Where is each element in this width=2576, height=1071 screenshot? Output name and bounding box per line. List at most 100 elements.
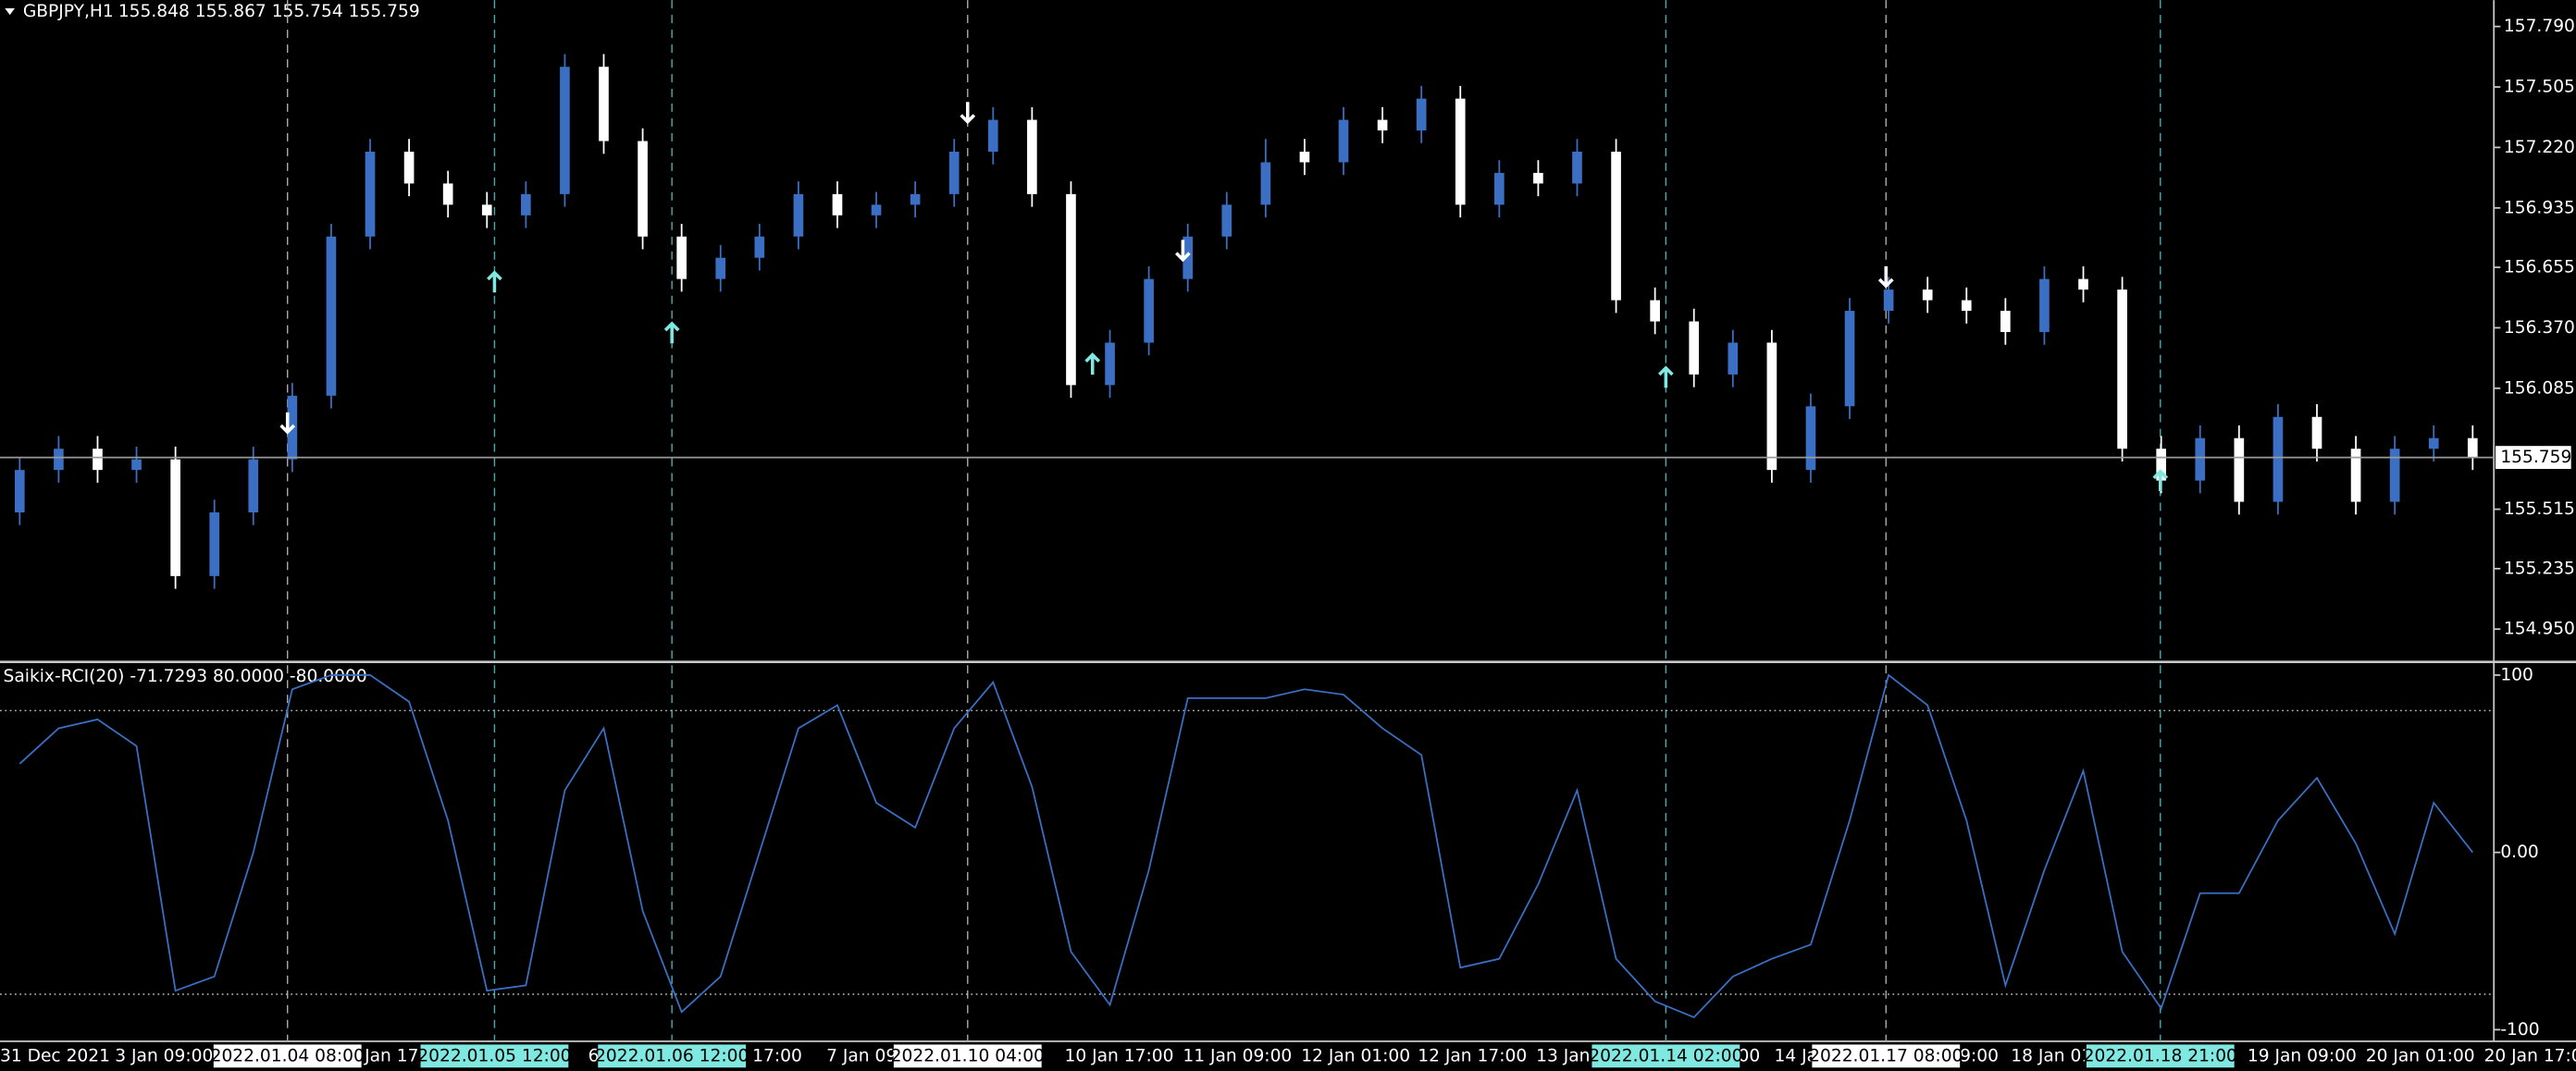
candle-body [1650,300,1660,322]
candle-body [560,67,570,194]
candle-body [1299,151,1310,163]
candle-body [2117,289,2127,449]
candle-body [14,470,25,513]
candle-body [93,449,103,471]
candle-body [2389,449,2400,502]
candle-body [1338,119,1349,163]
candle-body [1533,172,1543,184]
signal-time-label: 2022.01.17 08:00 [1809,1046,1963,1065]
x-tick-label: 7 Jan 09 [826,1046,897,1065]
candle-body [209,512,220,576]
signal-time-box [2086,1044,2235,1068]
y-tick-label: 155.235 [2504,559,2575,578]
signal-time-box [213,1044,362,1068]
signal-time-box [1812,1044,1961,1068]
candle-body [131,459,142,471]
candle-body [871,204,882,215]
candle-body [1689,321,1700,375]
rci-line [19,673,2474,1018]
x-tick-label: 17:00 [752,1046,802,1065]
signal-time-tag: 2022.01.04 08:00 [211,1044,365,1068]
candle-body [1494,172,1505,205]
y-tick-label: 157.790 [2504,17,2575,36]
x-tick-label: 13 Jan [1536,1046,1590,1065]
candle-body [365,151,376,237]
current-price-label: 155.759 [2500,448,2571,467]
signal-time-tag: 2022.01.05 12:00 [417,1044,572,1068]
candle-body [1105,342,1115,386]
candle-body [54,449,64,471]
candle-body [1455,98,1466,205]
current-price-box [2496,446,2571,470]
y-tick-label: 154.950 [2504,620,2575,639]
candle-body [2273,416,2284,502]
candle-body [1883,289,1894,312]
candle-body [481,204,492,215]
candle-body [1611,151,1621,301]
candle-body [2039,278,2050,333]
candle-body [1766,342,1777,471]
y-tick-label: -100 [2500,1020,2539,1040]
x-tick-label: 20 Jan 17:0 [2484,1046,2576,1065]
y-tick-label: 156.655 [2504,258,2575,277]
candle-body [987,119,998,152]
candle-body [403,151,415,184]
candle-body [1844,311,1855,407]
signal-arrow [279,412,296,435]
signal-time-label: 2022.01.05 12:00 [417,1046,571,1065]
x-tick-label: 14 Ja [1775,1046,1818,1065]
candle-body [1221,204,1232,237]
x-tick-label: 9:00 [1960,1046,1999,1065]
signal-time-label: 2022.01.18 21:00 [2084,1046,2237,1065]
candle-body [326,236,337,396]
x-tick-label: 12 Jan 01:00 [1301,1046,1410,1065]
candle-body [2000,311,2011,333]
signal-time-label: 2022.01.04 08:00 [211,1046,365,1065]
candle-body [715,257,726,279]
signal-time-tag: 2022.01.10 04:00 [891,1044,1045,1068]
y-tick-label: 100 [2500,665,2533,684]
signal-time-label: 2022.01.10 04:00 [891,1046,1045,1065]
candle-body [948,151,960,194]
signal-time-box [598,1044,747,1068]
signal-arrow [2152,469,2169,492]
y-tick-label: 157.505 [2504,78,2575,97]
signal-arrow [1658,365,1674,388]
x-tick-label: 12 Jan 17:00 [1418,1046,1527,1065]
symbol-label: GBPJPY,H1 [23,2,114,21]
x-tick-label: 00 [1738,1046,1760,1065]
candle-body [248,459,259,513]
candle-body [521,193,531,215]
candle-body [676,236,687,279]
signal-time-tag: 2022.01.17 08:00 [1809,1044,1963,1068]
signal-arrow [1877,265,1894,289]
candle-body [1183,236,1194,279]
candle-body [2078,278,2088,290]
candle-body [2467,437,2478,458]
candle-body [1377,119,1388,131]
candle-body [442,183,453,205]
signal-time-box [1591,1044,1740,1068]
y-tick-label: 155.515 [2504,499,2575,519]
x-tick-label: 20 Jan 01:00 [2366,1046,2475,1065]
candle-body [1260,162,1271,205]
y-tick-label: 156.370 [2504,318,2575,338]
x-tick-label: 11 Jan 09:00 [1183,1046,1292,1065]
collapse-arrow[interactable] [5,8,15,16]
candle-body [910,193,921,205]
y-tick-label: 156.085 [2504,378,2575,398]
x-tick-label: 6 [588,1046,600,1065]
signal-time-label: 2022.01.14 02:00 [1589,1046,1742,1065]
candle-body [1416,98,1427,131]
candle-body [1728,342,1739,375]
candle-body [1027,119,1037,194]
candle-body [2311,416,2322,449]
signal-arrow [960,102,976,125]
signal-time-tag: 2022.01.06 12:00 [595,1044,749,1068]
x-tick-label: 18 Jan 01 [2011,1046,2092,1065]
candle-body [2195,437,2206,481]
signal-time-tag: 2022.01.18 21:00 [2084,1044,2237,1068]
